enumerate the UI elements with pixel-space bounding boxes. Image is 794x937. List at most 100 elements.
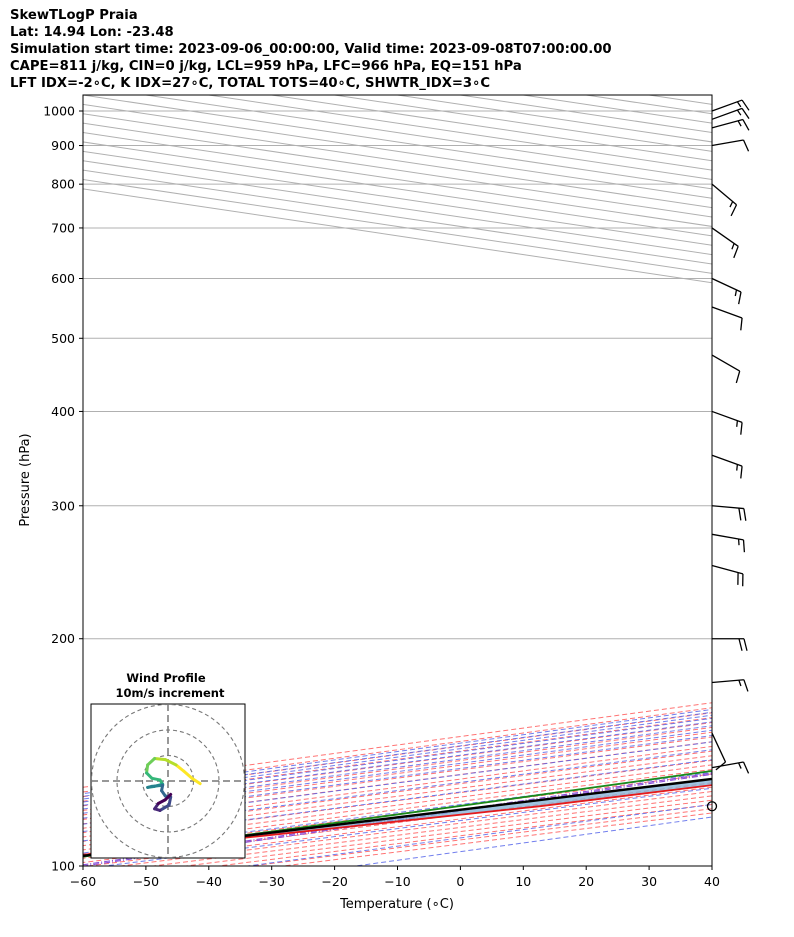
y-tick-label: 700 [51, 220, 75, 235]
chart-header: SkewTLogP Praia Lat: 14.94 Lon: -23.48 S… [10, 7, 612, 92]
isotherm-line [83, 150, 712, 246]
y-tick-label: 300 [51, 498, 75, 513]
wind-barb-flag [738, 291, 742, 305]
wind-barb-flag [742, 761, 750, 774]
wind-barb-half [736, 420, 739, 427]
wind-barb-half [736, 464, 739, 471]
x-tick-label: −40 [196, 874, 222, 889]
wind-barb-staff [711, 99, 743, 112]
hodograph-segment [150, 783, 165, 788]
y-axis-label: Pressure (hPa) [18, 433, 33, 526]
y-tick-label: 1000 [43, 103, 75, 118]
wind-barb [711, 454, 743, 479]
wind-barb-staff [711, 454, 743, 467]
wind-barb [711, 306, 743, 331]
isotherm-line [83, 132, 712, 227]
x-tick-label: 0 [456, 874, 464, 889]
wind-barb-flag [743, 508, 747, 521]
wind-barb-half [738, 679, 742, 687]
wind-barb-flag [740, 466, 743, 479]
isotherm-line [83, 160, 712, 256]
wind-barb [711, 227, 739, 259]
hodograph-segment [174, 763, 186, 773]
isotherm-line [711, 95, 712, 96]
y-tick-label: 100 [51, 859, 75, 874]
hodograph-segment [163, 792, 173, 802]
x-tick-label: 40 [704, 874, 720, 889]
wind-barb-flag [730, 204, 738, 217]
time-line: Simulation start time: 2023-09-06_00:00:… [10, 42, 612, 57]
wind-barb-staff [711, 761, 744, 769]
wind-barb [711, 118, 750, 131]
wind-barbs [706, 99, 750, 812]
wind-barb-flag [742, 119, 750, 131]
wind-barb-flag [738, 638, 743, 651]
hodograph-segment [190, 776, 202, 786]
wind-barb-flag [742, 539, 746, 553]
x-axis-label: Temperature (∘C) [339, 897, 454, 912]
hodograph-segment [146, 757, 157, 767]
wind-barb-staff [711, 679, 744, 684]
chart-title: SkewTLogP Praia [10, 8, 138, 23]
wind-barb-flag [742, 139, 750, 152]
y-tick-label: 900 [51, 138, 75, 153]
hodograph-segment [158, 803, 171, 812]
wind-barb [711, 139, 750, 152]
y-tick-label: 600 [51, 271, 75, 286]
x-tick-label: −10 [384, 874, 410, 889]
wind-barb [711, 732, 727, 771]
y-tick-label: 500 [51, 331, 75, 346]
wind-barb-flag [738, 508, 742, 521]
wind-barb-half [729, 201, 734, 208]
wind-barb-staff [711, 354, 741, 372]
isotherm-line [83, 188, 712, 284]
x-tick-label: 10 [515, 874, 531, 889]
wind-barb [711, 533, 746, 553]
wind-barb [711, 107, 750, 120]
wind-barb [711, 99, 750, 112]
wind-barb-staff [711, 139, 744, 147]
hodograph-title: Wind Profile [126, 671, 206, 685]
hodograph-inset [90, 703, 246, 859]
hodograph-segment [182, 769, 194, 780]
wind-barb-staff [711, 277, 742, 293]
isotherm-line [271, 95, 712, 162]
wind-barb-staff [711, 107, 743, 120]
location-line: Lat: 14.94 Lon: -23.48 [10, 25, 174, 40]
isotherm-line [397, 95, 712, 143]
wind-barb-staff [711, 410, 743, 423]
wind-barb [711, 277, 742, 305]
wind-barb-flag [740, 422, 743, 435]
wind-barb-staff [711, 118, 744, 129]
x-tick-label: −50 [133, 874, 159, 889]
wind-barb-flag [741, 107, 750, 119]
wind-barb [711, 679, 749, 692]
wind-barb-staff [711, 732, 727, 763]
x-tick-label: −60 [70, 874, 96, 889]
wind-barb-flag [735, 370, 741, 384]
wind-barb-half [736, 109, 742, 116]
hodograph-segment [163, 758, 178, 767]
x-tick-label: 30 [641, 874, 657, 889]
wind-barb-staff [711, 227, 739, 247]
wind-barb-half [731, 243, 735, 250]
wind-barb [711, 410, 743, 435]
wind-barb-flag [743, 638, 748, 651]
wind-barb-half [736, 101, 742, 108]
wind-barb [711, 183, 738, 217]
isotherm-line [83, 141, 712, 237]
x-tick-label: −20 [321, 874, 347, 889]
cape-line: CAPE=811 j/kg, CIN=0 j/kg, LCL=959 hPa, … [10, 59, 522, 74]
isotherm-line [83, 178, 712, 274]
wind-barb-staff [711, 183, 737, 206]
axis-ticks: −60 −50 −40 −30 −20 −10 0 10 20 30 40 1000 900 800 700… [43, 103, 720, 889]
wind-barb-flag [740, 317, 743, 331]
y-tick-label: 400 [51, 404, 75, 419]
wind-barb-flag [743, 679, 749, 692]
isotherm-line [83, 169, 712, 265]
hodograph-subtitle: 10m/s increment [116, 686, 225, 700]
wind-barb-half [737, 120, 742, 127]
wind-barb-half [734, 289, 738, 297]
index-line: LFT IDX=-2∘C, K IDX=27∘C, TOTAL TOTS=40∘… [10, 76, 491, 91]
